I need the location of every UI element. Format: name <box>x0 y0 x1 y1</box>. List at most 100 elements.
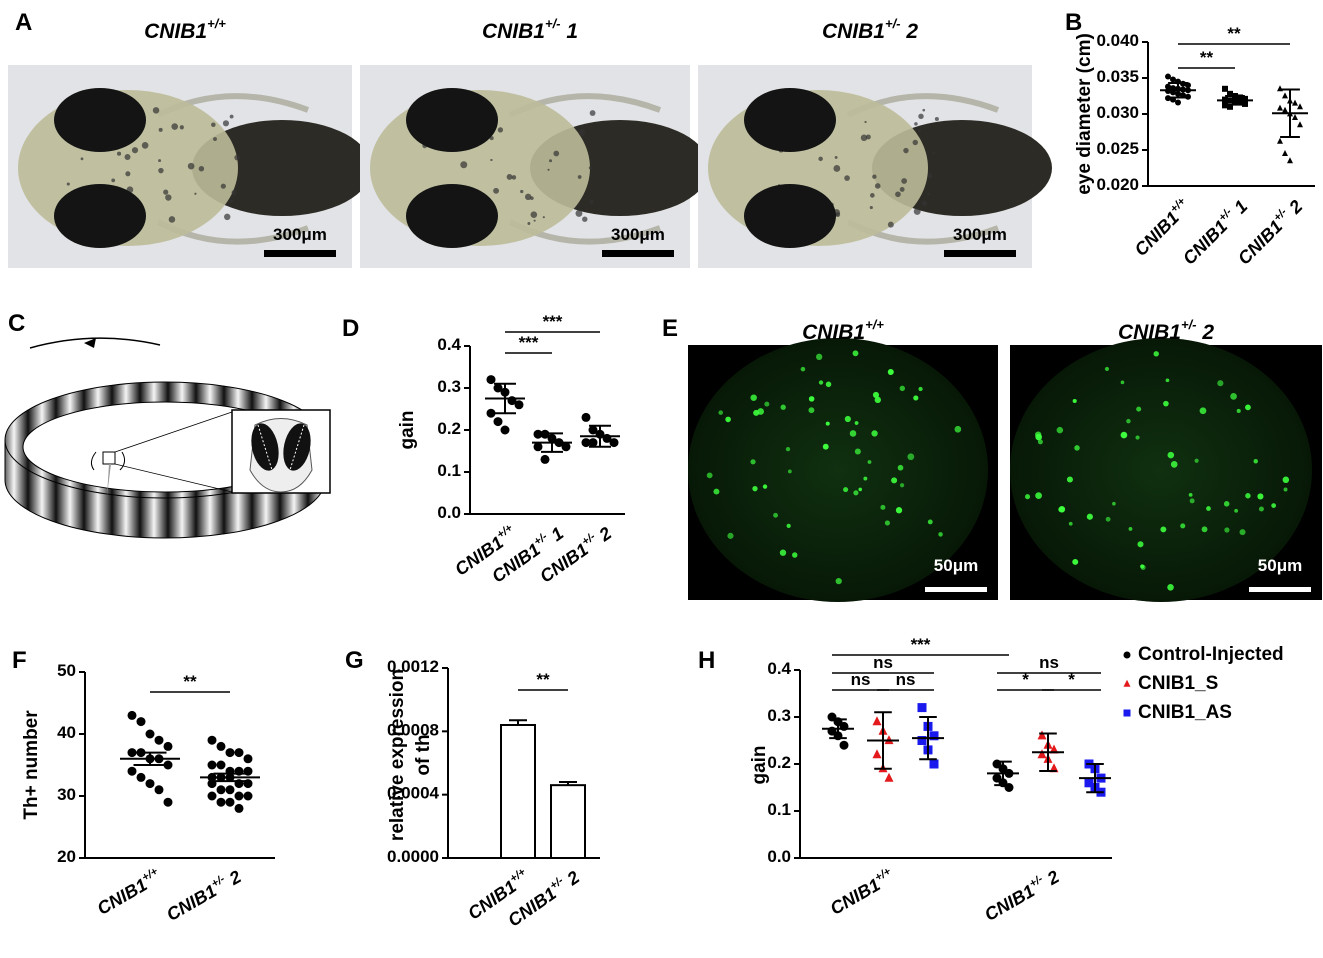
cell <box>815 353 823 361</box>
cell <box>954 425 962 433</box>
pigment <box>158 127 163 132</box>
data-point <box>127 710 137 720</box>
significance-label: ns <box>896 670 916 689</box>
cell <box>899 385 906 392</box>
retina-image: 50μm <box>1010 338 1322 602</box>
pigment <box>542 216 545 219</box>
cell <box>1105 516 1111 522</box>
cell <box>1153 351 1159 357</box>
error-bar <box>541 432 563 453</box>
cell <box>853 490 859 496</box>
error-bar <box>994 760 1012 787</box>
y-axis-label: Th+ number <box>21 710 42 820</box>
data-point <box>127 766 137 776</box>
x-tick-label: CNIB1+/- 2 <box>163 866 245 925</box>
cell <box>1025 494 1031 500</box>
panel-label: G <box>345 647 364 674</box>
y-tick-label: 0.030 <box>1096 103 1139 122</box>
data-point <box>514 400 524 410</box>
data-point <box>154 785 164 795</box>
pigment <box>229 199 234 204</box>
data-point <box>1292 99 1298 106</box>
x-tick-label: CNIB1+/+ <box>93 865 165 918</box>
pigment <box>213 137 217 141</box>
data-point <box>216 785 226 795</box>
panel-label: F <box>12 647 27 674</box>
cell <box>872 391 880 399</box>
pigment <box>506 173 513 180</box>
pigment <box>511 175 517 180</box>
cell <box>1035 492 1042 499</box>
larva-photo: 300μm <box>8 65 372 268</box>
data-point <box>216 760 226 770</box>
data-point <box>1292 114 1298 120</box>
error-bar <box>829 718 847 740</box>
cell <box>1072 558 1079 565</box>
legend-marker <box>1123 679 1131 687</box>
y-tick-label: 0.4 <box>437 335 461 354</box>
y-tick-label: 0.020 <box>1096 175 1139 194</box>
significance-label: *** <box>911 635 931 654</box>
cell <box>1245 493 1251 499</box>
pigment <box>530 211 538 218</box>
pigment <box>152 107 160 114</box>
panel-label: B <box>1065 9 1082 36</box>
cell <box>1271 503 1277 508</box>
pigment <box>493 187 500 194</box>
larva-eye <box>54 88 146 152</box>
cell <box>773 512 779 518</box>
pigment <box>549 159 553 163</box>
cell <box>1035 433 1042 441</box>
data-point <box>163 741 173 751</box>
pigment <box>168 216 176 223</box>
cell <box>1282 476 1290 484</box>
cell <box>792 552 798 558</box>
cell <box>1170 461 1178 468</box>
scale-bar-label: 300μm <box>953 225 1007 244</box>
larva-photo: 300μm <box>698 65 1052 268</box>
data-point <box>1237 94 1243 101</box>
pigment <box>527 222 531 225</box>
pigment <box>234 154 240 161</box>
cell <box>706 472 713 479</box>
pigment <box>914 122 918 126</box>
y-tick-label: 0.040 <box>1096 31 1139 50</box>
cell <box>825 421 830 426</box>
cell <box>1257 493 1264 500</box>
data-point <box>493 383 503 393</box>
pigment <box>913 207 921 215</box>
cell <box>1239 529 1246 536</box>
data-point <box>234 791 244 801</box>
error-bar <box>1168 82 1188 99</box>
cell <box>1245 404 1251 411</box>
cell <box>1180 523 1186 529</box>
pigment <box>922 108 926 112</box>
cell <box>871 430 878 437</box>
image-title: CNIB1+/- 1 <box>482 16 578 43</box>
data-point <box>216 741 226 751</box>
bar <box>550 784 586 860</box>
cell <box>725 416 731 423</box>
cell <box>913 395 919 401</box>
cell <box>718 410 724 415</box>
cell <box>780 404 786 410</box>
x-tick-label: CNIB1+/+ <box>826 865 898 918</box>
legend-label: Control-Injected <box>1138 644 1284 665</box>
data-point <box>1170 76 1176 83</box>
cell <box>897 464 904 471</box>
y-tick-label: 0.0000 <box>387 847 439 866</box>
cell <box>1224 527 1230 533</box>
data-point <box>1165 73 1171 80</box>
cell <box>1206 506 1211 511</box>
bar <box>500 724 536 859</box>
y-tick-label: 0.035 <box>1096 67 1139 86</box>
pigment <box>165 194 172 201</box>
cell <box>825 381 832 388</box>
cell <box>1236 408 1241 414</box>
cell <box>753 409 760 416</box>
data-point <box>872 749 882 759</box>
cell <box>1086 513 1093 520</box>
y-tick-label: 0.1 <box>437 461 461 480</box>
scale-bar <box>925 587 987 592</box>
pigment <box>912 139 918 146</box>
